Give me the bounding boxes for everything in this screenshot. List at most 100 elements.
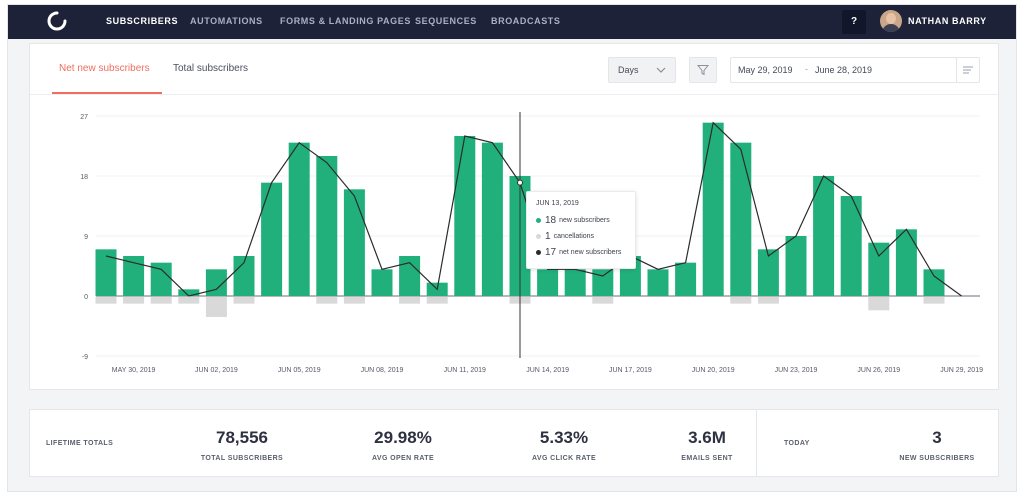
x-tick-label: JUN 20, 2019 [692,367,735,374]
new-subscribers-bar [675,262,697,296]
x-tick-label: JUN 02, 2019 [195,367,238,374]
new-subscribers-bar [343,189,365,296]
nav-sequences[interactable]: SEQUENCES [415,16,477,26]
cancellations-bar [730,297,752,304]
x-tick-label: JUN 17, 2019 [609,367,652,374]
metric-emails-sent-label: EMAILS SENT [681,455,733,462]
new-subscribers-bar [399,256,421,296]
cancellations-dot-icon [536,234,541,239]
interval-select-value: Days [618,65,639,75]
hover-point-marker [517,179,523,186]
new-subscribers-bar [150,262,172,296]
y-tick-label: 9 [84,234,88,241]
metric-click-rate-label: AVG CLICK RATE [531,455,597,462]
nav-forms-landing-pages[interactable]: FORMS & LANDING PAGES [280,16,411,26]
header-divider [30,94,998,95]
tooltip-net-label: net new subscribers [559,249,622,256]
x-tick-label: JUN 23, 2019 [775,367,818,374]
tooltip-net-value: 17 [545,247,557,258]
nav-automations[interactable]: AUTOMATIONS [190,16,263,26]
avatar-head [886,13,896,24]
avatar[interactable] [880,10,902,32]
metric-emails-sent-value: 3.6M [688,428,726,447]
avatar-body [882,24,900,32]
cancellations-bar [95,297,117,304]
new-subscribers-bar [813,176,835,296]
convertkit-logo-icon[interactable] [46,10,68,32]
nav-subscribers[interactable]: SUBSCRIBERS [106,16,179,26]
new-subscribers-bar [123,256,145,296]
net-subscribers-dot-icon [536,250,541,255]
filter-button[interactable] [689,57,717,83]
tooltip-row-net: 17 net new subscribers [536,247,621,258]
new-subscribers-bar [564,269,586,296]
totals-divider [756,410,757,476]
user-name[interactable]: NATHAN BARRY [908,16,987,26]
new-subscribers-bar [592,269,614,296]
cancellations-bar [205,297,227,317]
cancellations-bar [426,297,448,304]
new-subscribers-bar [454,136,476,296]
tab-total-subscribers[interactable]: Total subscribers [173,63,249,74]
today-title: TODAY [784,440,810,447]
cancellations-bar [757,297,779,304]
cancellations-bar [343,297,365,304]
metric-open-rate-label: AVG OPEN RATE [371,455,435,462]
metric-total-subscribers-label: TOTAL SUBSCRIBERS [200,455,284,462]
tooltip-row-new: 18 new subscribers [536,215,610,226]
new-subscribers-bar [205,269,227,296]
cancellations-bar [592,297,614,304]
date-range-menu-button[interactable] [956,58,979,82]
cancellations-bar [399,297,421,304]
new-subscribers-bar [730,142,752,296]
x-tick-label: JUN 29, 2019 [940,367,983,374]
x-tick-label: MAY 30, 2019 [112,367,156,374]
metric-click-rate-value: 5.33% [539,428,589,447]
today-new-subscribers-label: NEW SUBSCRIBERS [899,455,975,462]
y-tick-label: 27 [80,114,88,121]
app-window: SUBSCRIBERS AUTOMATIONS FORMS & LANDING … [7,4,1017,492]
metric-open-rate-value: 29.98% [374,428,432,447]
chevron-down-icon [656,67,666,73]
top-navigation: SUBSCRIBERS AUTOMATIONS FORMS & LANDING … [8,5,1016,39]
new-subscribers-bar [702,122,724,297]
tooltip-new-label: new subscribers [559,217,610,224]
interval-select[interactable]: Days [608,57,676,83]
y-tick-label: 18 [80,174,88,181]
nav-broadcasts[interactable]: BROADCASTS [491,16,561,26]
active-tab-indicator [52,92,162,94]
new-subscribers-bar [371,269,393,296]
date-range-picker[interactable]: May 29, 2019 - June 28, 2019 [730,57,980,83]
date-range-separator: - [805,64,808,74]
new-subscribers-dot-icon [536,218,541,223]
cancellations-bar [316,297,338,304]
metric-total-subscribers-value: 78,556 [216,428,268,447]
tab-net-new-subscribers[interactable]: Net new subscribers [59,63,150,74]
y-tick-label: -9 [82,354,88,361]
x-tick-label: JUN 08, 2019 [361,367,404,374]
cancellations-bar [923,297,945,304]
cancellations-bar [123,297,145,304]
new-subscribers-bar [261,182,283,296]
x-tick-label: JUN 05, 2019 [278,367,321,374]
y-tick-label: 0 [84,294,88,301]
new-subscribers-bar [868,242,890,296]
filter-icon [697,65,709,76]
new-subscribers-bar [757,249,779,296]
tooltip-new-value: 18 [545,215,557,226]
lifetime-totals-title: LIFETIME TOTALS [46,440,114,447]
new-subscribers-bar [895,229,917,296]
x-tick-label: JUN 26, 2019 [857,367,900,374]
cancellations-bar [178,297,200,304]
new-subscribers-bar [178,289,200,296]
tooltip-date: JUN 13, 2019 [536,200,579,207]
menu-lines-icon [963,66,973,74]
new-subscribers-bar [288,142,310,296]
date-range-end: June 28, 2019 [815,65,873,75]
date-range-start: May 29, 2019 [738,65,793,75]
net-subscribers-chart: 27 18 9 0 -9 MAY 30, 2019 JUN 02, 2019 JUN 05, … [80,112,983,374]
x-tick-label: JUN 11, 2019 [444,367,486,374]
new-subscribers-bar [95,249,117,296]
help-button[interactable]: ? [842,10,866,34]
cancellations-bar [233,297,255,304]
